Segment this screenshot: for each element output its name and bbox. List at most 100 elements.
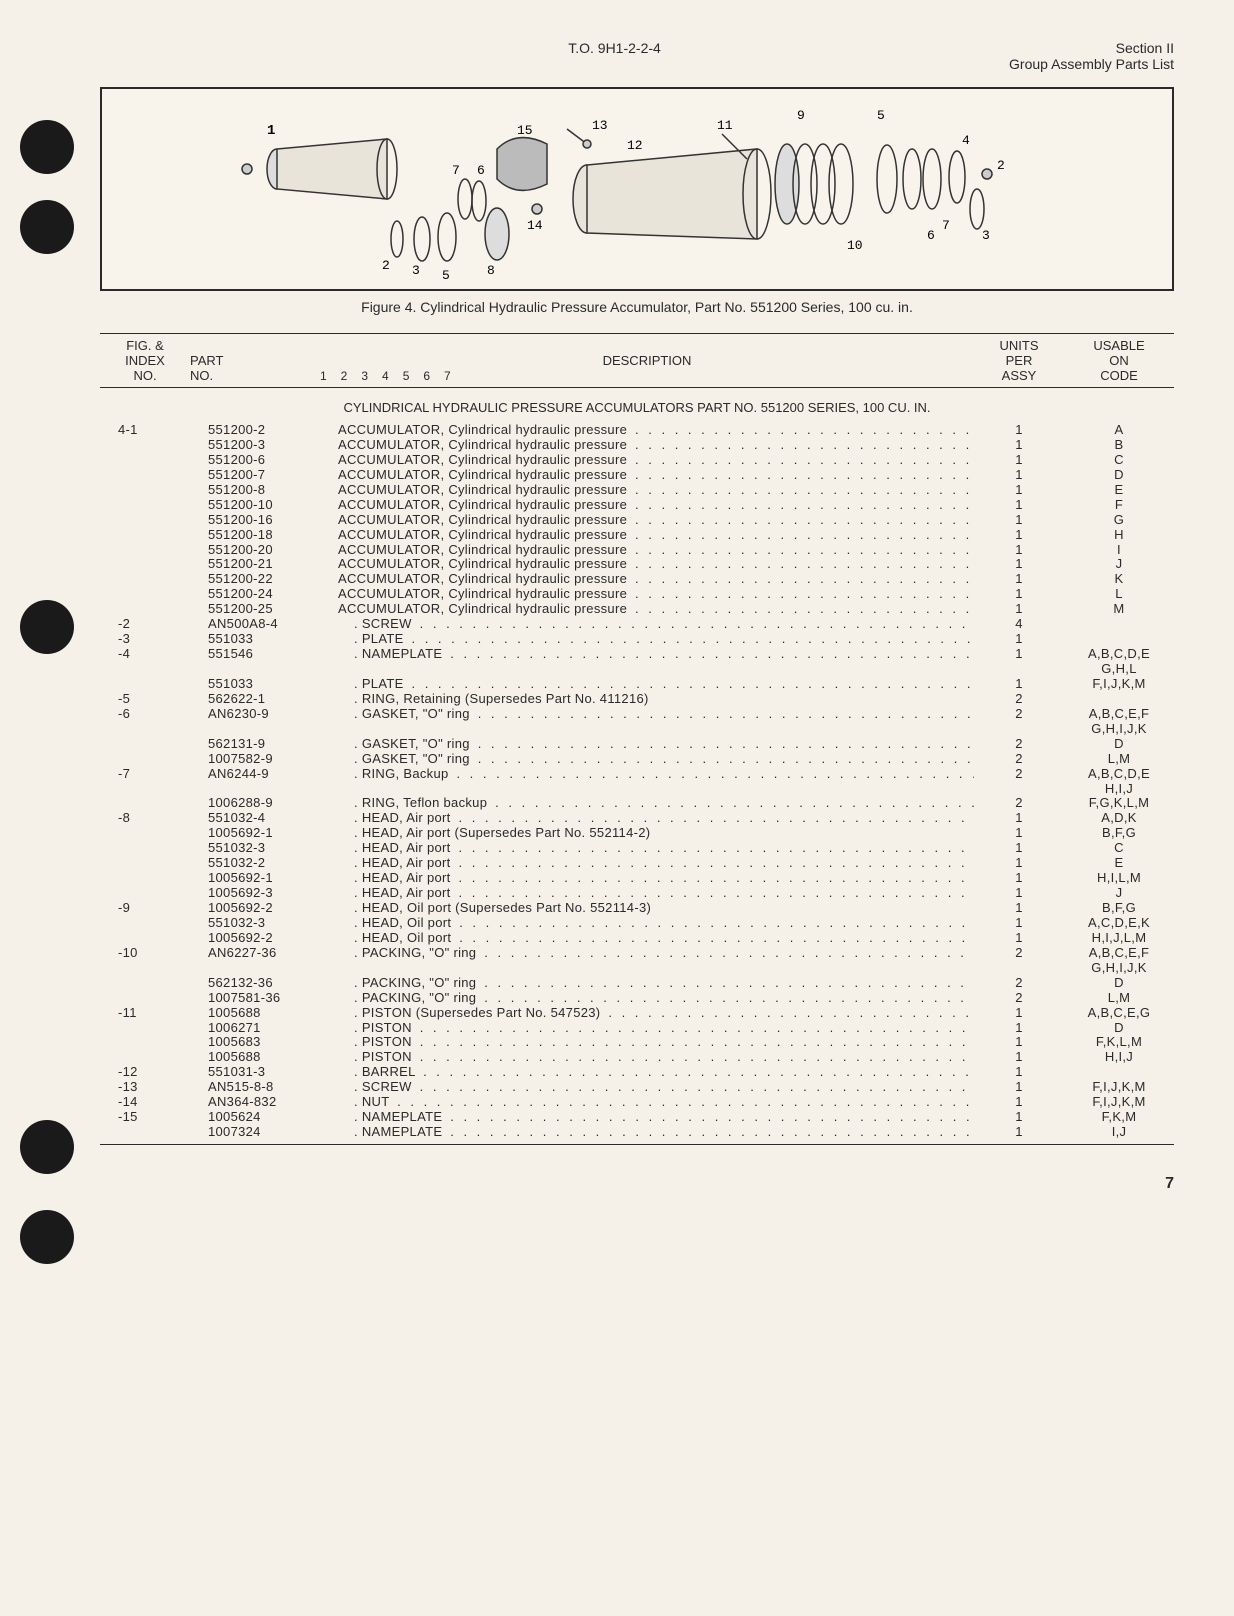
cell-usable-code: L,M — [1064, 752, 1174, 767]
cell-units: 1 — [974, 423, 1064, 438]
cell-description: . GASKET, "O" ring — [338, 752, 974, 767]
svg-text:15: 15 — [517, 123, 533, 138]
cell-part-no: AN6230-9 — [208, 707, 338, 722]
cell-part-no: 1007324 — [208, 1125, 338, 1140]
table-row: 551032-2. HEAD, Air port 1E — [100, 856, 1174, 871]
cell-part-no: 1005688 — [208, 1050, 338, 1065]
cell-description: ACCUMULATOR, Cylindrical hydraulic press… — [338, 438, 974, 453]
table-row: 551200-20ACCUMULATOR, Cylindrical hydrau… — [100, 543, 1174, 558]
cell-units: 1 — [974, 886, 1064, 901]
cell-description: ACCUMULATOR, Cylindrical hydraulic press… — [338, 498, 974, 513]
cell-units: 1 — [974, 587, 1064, 602]
cell-fig-index: -13 — [100, 1080, 208, 1095]
cell-usable-code: D — [1064, 468, 1174, 483]
table-row: 562132-36. PACKING, "O" ring 2D — [100, 976, 1174, 991]
cell-part-no: AN6227-36 — [208, 946, 338, 961]
table-row: 551200-22ACCUMULATOR, Cylindrical hydrau… — [100, 572, 1174, 587]
table-row: 551200-3ACCUMULATOR, Cylindrical hydraul… — [100, 438, 1174, 453]
cell-part-no: 551200-10 — [208, 498, 338, 513]
cell-description: . RING, Retaining (Supersedes Part No. 4… — [338, 692, 974, 707]
cell-description: ACCUMULATOR, Cylindrical hydraulic press… — [338, 587, 974, 602]
table-row: 1005692-2. HEAD, Oil port 1H,I,J,L,M — [100, 931, 1174, 946]
cell-units: 1 — [974, 632, 1064, 647]
cell-part-no: 551200-20 — [208, 543, 338, 558]
cell-part-no — [208, 782, 338, 797]
figure-diagram: 1 15 13 14 2 3 5 7 6 8 12 — [100, 87, 1174, 291]
table-row: 1005688. PISTON 1H,I,J — [100, 1050, 1174, 1065]
cell-part-no: AN515-8-8 — [208, 1080, 338, 1095]
svg-text:6: 6 — [477, 163, 485, 178]
cell-part-no: 1005683 — [208, 1035, 338, 1050]
th-units-2: PER — [974, 353, 1064, 368]
cell-description — [338, 662, 974, 677]
cell-fig-index: -4 — [100, 647, 208, 662]
table-row: 551033. PLATE 1F,I,J,K,M — [100, 677, 1174, 692]
cell-description: ACCUMULATOR, Cylindrical hydraulic press… — [338, 543, 974, 558]
cell-part-no: 562622-1 — [208, 692, 338, 707]
table-row: -111005688. PISTON (Supersedes Part No. … — [100, 1006, 1174, 1021]
th-fig-1: FIG. & — [100, 338, 190, 353]
table-row: -7AN6244-9. RING, Backup 2A,B,C,D,E — [100, 767, 1174, 782]
cell-usable-code: I — [1064, 543, 1174, 558]
cell-fig-index — [100, 483, 208, 498]
cell-units: 1 — [974, 1095, 1064, 1110]
cell-fig-index: -3 — [100, 632, 208, 647]
cell-units: 1 — [974, 513, 1064, 528]
cell-usable-code: H,I,J,L,M — [1064, 931, 1174, 946]
cell-fig-index: -14 — [100, 1095, 208, 1110]
svg-text:5: 5 — [442, 268, 450, 283]
cell-units — [974, 662, 1064, 677]
cell-description: . PISTON — [338, 1021, 974, 1036]
cell-fig-index — [100, 1125, 208, 1140]
cell-units: 1 — [974, 871, 1064, 886]
table-row: -13AN515-8-8. SCREW 1F,I,J,K,M — [100, 1080, 1174, 1095]
cell-units: 2 — [974, 991, 1064, 1006]
svg-text:7: 7 — [452, 163, 460, 178]
cell-part-no: 551200-2 — [208, 423, 338, 438]
page-header: T.O. 9H1-2-2-4 Section II Group Assembly… — [100, 40, 1174, 72]
cell-fig-index — [100, 722, 208, 737]
cell-fig-index — [100, 826, 208, 841]
table-row: 1005692-3. HEAD, Air port 1J — [100, 886, 1174, 901]
cell-usable-code: B,F,G — [1064, 901, 1174, 916]
cell-units: 1 — [974, 498, 1064, 513]
section-title: CYLINDRICAL HYDRAULIC PRESSURE ACCUMULAT… — [100, 400, 1174, 415]
cell-fig-index — [100, 976, 208, 991]
cell-units: 1 — [974, 438, 1064, 453]
cell-fig-index — [100, 752, 208, 767]
exploded-view-svg: 1 15 13 14 2 3 5 7 6 8 12 — [102, 89, 1172, 289]
cell-description: . PACKING, "O" ring — [338, 946, 974, 961]
cell-fig-index — [100, 543, 208, 558]
cell-description: . PLATE — [338, 632, 974, 647]
cell-fig-index — [100, 856, 208, 871]
cell-usable-code: D — [1064, 1021, 1174, 1036]
cell-fig-index: -15 — [100, 1110, 208, 1125]
table-row: 1007582-9. GASKET, "O" ring 2L,M — [100, 752, 1174, 767]
table-row: 551200-21ACCUMULATOR, Cylindrical hydrau… — [100, 557, 1174, 572]
cell-units: 1 — [974, 931, 1064, 946]
cell-usable-code: F,I,J,K,M — [1064, 1080, 1174, 1095]
cell-usable-code: H,I,L,M — [1064, 871, 1174, 886]
svg-text:4: 4 — [962, 133, 970, 148]
cell-units — [974, 961, 1064, 976]
cell-part-no: 1006288-9 — [208, 796, 338, 811]
cell-part-no: 1005688 — [208, 1006, 338, 1021]
cell-usable-code — [1064, 1065, 1174, 1080]
cell-part-no — [208, 722, 338, 737]
cell-units: 1 — [974, 856, 1064, 871]
cell-part-no: AN6244-9 — [208, 767, 338, 782]
svg-text:2: 2 — [382, 258, 390, 273]
punch-holes — [20, 0, 80, 1616]
cell-units: 1 — [974, 1050, 1064, 1065]
cell-usable-code: B,F,G — [1064, 826, 1174, 841]
cell-units: 1 — [974, 483, 1064, 498]
cell-fig-index: -6 — [100, 707, 208, 722]
table-row: 1005683. PISTON 1F,K,L,M — [100, 1035, 1174, 1050]
cell-description: . NAMEPLATE — [338, 1125, 974, 1140]
cell-part-no: 551032-3 — [208, 916, 338, 931]
cell-fig-index — [100, 587, 208, 602]
cell-units: 2 — [974, 946, 1064, 961]
cell-description: ACCUMULATOR, Cylindrical hydraulic press… — [338, 483, 974, 498]
svg-text:8: 8 — [487, 263, 495, 278]
cell-fig-index: -10 — [100, 946, 208, 961]
